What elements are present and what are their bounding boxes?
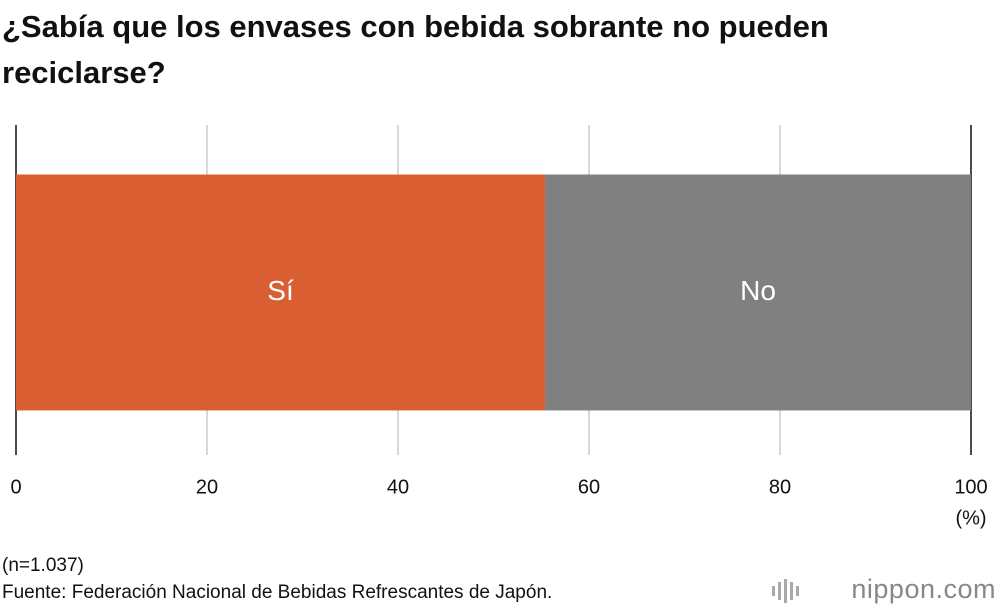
x-tick-label: 60 [578,476,600,498]
brand-logo: nippon.com [851,574,996,604]
x-tick-label: 40 [387,476,409,498]
x-tick-label: 80 [769,476,791,498]
chart-title: ¿Sabía que los envases con bebida sobran… [2,9,829,90]
sample-note: (n=1.037) [2,555,84,576]
brand-icon [772,579,799,603]
source-note: Fuente: Federación Nacional de Bebidas R… [2,582,553,603]
x-tick-label: 20 [196,476,218,498]
x-tick-label: 100 [954,476,987,498]
x-axis-label: (%) [955,507,986,529]
x-tick-label: 0 [10,476,21,498]
segment-label: No [740,275,776,306]
bar-segment [16,174,546,411]
segment-label: Sí [267,275,294,306]
bar-segment [545,174,971,411]
